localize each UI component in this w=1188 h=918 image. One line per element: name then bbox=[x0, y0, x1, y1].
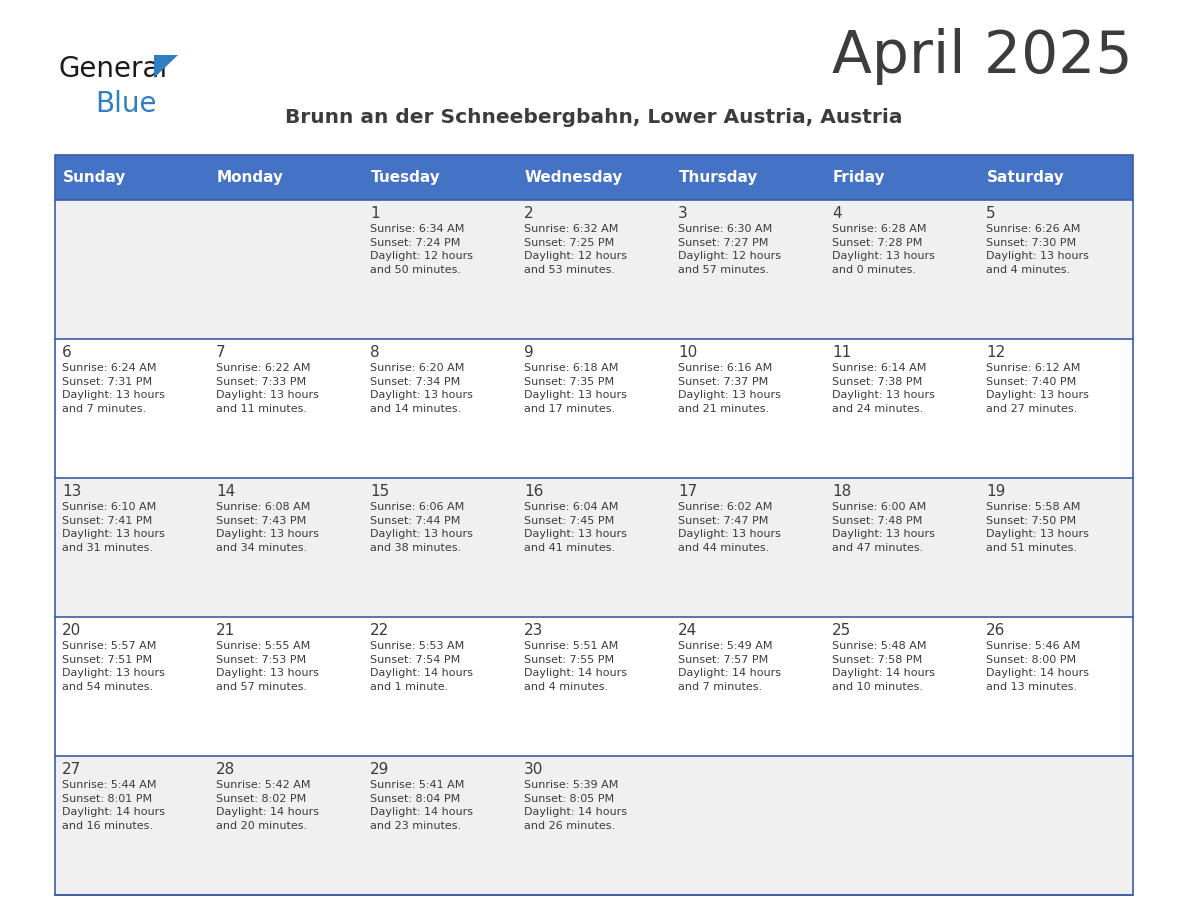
Bar bbox=[55, 339, 1133, 478]
Text: Sunrise: 5:48 AM
Sunset: 7:58 PM
Daylight: 14 hours
and 10 minutes.: Sunrise: 5:48 AM Sunset: 7:58 PM Dayligh… bbox=[832, 641, 935, 692]
Text: Sunrise: 5:57 AM
Sunset: 7:51 PM
Daylight: 13 hours
and 54 minutes.: Sunrise: 5:57 AM Sunset: 7:51 PM Dayligh… bbox=[62, 641, 165, 692]
Text: Sunrise: 6:06 AM
Sunset: 7:44 PM
Daylight: 13 hours
and 38 minutes.: Sunrise: 6:06 AM Sunset: 7:44 PM Dayligh… bbox=[369, 502, 473, 553]
Text: Sunrise: 5:49 AM
Sunset: 7:57 PM
Daylight: 14 hours
and 7 minutes.: Sunrise: 5:49 AM Sunset: 7:57 PM Dayligh… bbox=[678, 641, 781, 692]
Text: 10: 10 bbox=[678, 345, 697, 360]
Text: Sunrise: 5:42 AM
Sunset: 8:02 PM
Daylight: 14 hours
and 20 minutes.: Sunrise: 5:42 AM Sunset: 8:02 PM Dayligh… bbox=[216, 780, 320, 831]
Text: 25: 25 bbox=[832, 623, 852, 638]
Text: 20: 20 bbox=[62, 623, 81, 638]
Text: 3: 3 bbox=[678, 206, 688, 221]
Text: 29: 29 bbox=[369, 762, 390, 777]
Text: 16: 16 bbox=[524, 484, 543, 499]
Text: Friday: Friday bbox=[833, 170, 885, 185]
Text: Sunrise: 6:24 AM
Sunset: 7:31 PM
Daylight: 13 hours
and 7 minutes.: Sunrise: 6:24 AM Sunset: 7:31 PM Dayligh… bbox=[62, 363, 165, 414]
Text: 1: 1 bbox=[369, 206, 380, 221]
Text: Sunrise: 6:18 AM
Sunset: 7:35 PM
Daylight: 13 hours
and 17 minutes.: Sunrise: 6:18 AM Sunset: 7:35 PM Dayligh… bbox=[524, 363, 627, 414]
Bar bbox=[55, 756, 1133, 895]
Text: 11: 11 bbox=[832, 345, 852, 360]
Text: Sunrise: 5:46 AM
Sunset: 8:00 PM
Daylight: 14 hours
and 13 minutes.: Sunrise: 5:46 AM Sunset: 8:00 PM Dayligh… bbox=[986, 641, 1089, 692]
Bar bbox=[55, 200, 1133, 339]
Text: Blue: Blue bbox=[95, 90, 157, 118]
Text: 6: 6 bbox=[62, 345, 71, 360]
Text: Sunrise: 5:41 AM
Sunset: 8:04 PM
Daylight: 14 hours
and 23 minutes.: Sunrise: 5:41 AM Sunset: 8:04 PM Dayligh… bbox=[369, 780, 473, 831]
Text: Sunrise: 5:39 AM
Sunset: 8:05 PM
Daylight: 14 hours
and 26 minutes.: Sunrise: 5:39 AM Sunset: 8:05 PM Dayligh… bbox=[524, 780, 627, 831]
Text: Sunrise: 6:12 AM
Sunset: 7:40 PM
Daylight: 13 hours
and 27 minutes.: Sunrise: 6:12 AM Sunset: 7:40 PM Dayligh… bbox=[986, 363, 1089, 414]
Text: Sunrise: 5:53 AM
Sunset: 7:54 PM
Daylight: 14 hours
and 1 minute.: Sunrise: 5:53 AM Sunset: 7:54 PM Dayligh… bbox=[369, 641, 473, 692]
Text: 8: 8 bbox=[369, 345, 380, 360]
Text: Sunrise: 6:28 AM
Sunset: 7:28 PM
Daylight: 13 hours
and 0 minutes.: Sunrise: 6:28 AM Sunset: 7:28 PM Dayligh… bbox=[832, 224, 935, 274]
Text: Sunrise: 6:32 AM
Sunset: 7:25 PM
Daylight: 12 hours
and 53 minutes.: Sunrise: 6:32 AM Sunset: 7:25 PM Dayligh… bbox=[524, 224, 627, 274]
Text: April 2025: April 2025 bbox=[833, 28, 1133, 85]
Bar bbox=[55, 478, 1133, 617]
Text: 30: 30 bbox=[524, 762, 543, 777]
Text: Thursday: Thursday bbox=[680, 170, 758, 185]
Text: Brunn an der Schneebergbahn, Lower Austria, Austria: Brunn an der Schneebergbahn, Lower Austr… bbox=[285, 108, 903, 127]
Text: General: General bbox=[58, 55, 168, 83]
Text: 28: 28 bbox=[216, 762, 235, 777]
Text: 26: 26 bbox=[986, 623, 1005, 638]
Polygon shape bbox=[154, 55, 178, 78]
Text: 5: 5 bbox=[986, 206, 996, 221]
Text: Sunrise: 6:14 AM
Sunset: 7:38 PM
Daylight: 13 hours
and 24 minutes.: Sunrise: 6:14 AM Sunset: 7:38 PM Dayligh… bbox=[832, 363, 935, 414]
Text: Sunrise: 6:30 AM
Sunset: 7:27 PM
Daylight: 12 hours
and 57 minutes.: Sunrise: 6:30 AM Sunset: 7:27 PM Dayligh… bbox=[678, 224, 781, 274]
Text: Sunrise: 6:02 AM
Sunset: 7:47 PM
Daylight: 13 hours
and 44 minutes.: Sunrise: 6:02 AM Sunset: 7:47 PM Dayligh… bbox=[678, 502, 781, 553]
Text: Sunrise: 5:55 AM
Sunset: 7:53 PM
Daylight: 13 hours
and 57 minutes.: Sunrise: 5:55 AM Sunset: 7:53 PM Dayligh… bbox=[216, 641, 318, 692]
Text: 21: 21 bbox=[216, 623, 235, 638]
Text: 2: 2 bbox=[524, 206, 533, 221]
Text: Sunrise: 6:34 AM
Sunset: 7:24 PM
Daylight: 12 hours
and 50 minutes.: Sunrise: 6:34 AM Sunset: 7:24 PM Dayligh… bbox=[369, 224, 473, 274]
Text: 22: 22 bbox=[369, 623, 390, 638]
Text: Tuesday: Tuesday bbox=[371, 170, 441, 185]
Text: Sunrise: 5:44 AM
Sunset: 8:01 PM
Daylight: 14 hours
and 16 minutes.: Sunrise: 5:44 AM Sunset: 8:01 PM Dayligh… bbox=[62, 780, 165, 831]
Text: Sunrise: 5:58 AM
Sunset: 7:50 PM
Daylight: 13 hours
and 51 minutes.: Sunrise: 5:58 AM Sunset: 7:50 PM Dayligh… bbox=[986, 502, 1089, 553]
Text: 4: 4 bbox=[832, 206, 841, 221]
Text: 18: 18 bbox=[832, 484, 852, 499]
Text: 9: 9 bbox=[524, 345, 533, 360]
Text: Sunrise: 6:10 AM
Sunset: 7:41 PM
Daylight: 13 hours
and 31 minutes.: Sunrise: 6:10 AM Sunset: 7:41 PM Dayligh… bbox=[62, 502, 165, 553]
Bar bbox=[55, 155, 1133, 895]
Text: Sunrise: 6:20 AM
Sunset: 7:34 PM
Daylight: 13 hours
and 14 minutes.: Sunrise: 6:20 AM Sunset: 7:34 PM Dayligh… bbox=[369, 363, 473, 414]
Text: Sunrise: 6:04 AM
Sunset: 7:45 PM
Daylight: 13 hours
and 41 minutes.: Sunrise: 6:04 AM Sunset: 7:45 PM Dayligh… bbox=[524, 502, 627, 553]
Text: Sunrise: 6:00 AM
Sunset: 7:48 PM
Daylight: 13 hours
and 47 minutes.: Sunrise: 6:00 AM Sunset: 7:48 PM Dayligh… bbox=[832, 502, 935, 553]
Text: 13: 13 bbox=[62, 484, 81, 499]
Text: 15: 15 bbox=[369, 484, 390, 499]
Text: Sunrise: 6:08 AM
Sunset: 7:43 PM
Daylight: 13 hours
and 34 minutes.: Sunrise: 6:08 AM Sunset: 7:43 PM Dayligh… bbox=[216, 502, 318, 553]
Text: Monday: Monday bbox=[217, 170, 284, 185]
Text: 23: 23 bbox=[524, 623, 543, 638]
Text: 17: 17 bbox=[678, 484, 697, 499]
Bar bbox=[55, 155, 1133, 200]
Text: Saturday: Saturday bbox=[987, 170, 1064, 185]
Text: Sunrise: 5:51 AM
Sunset: 7:55 PM
Daylight: 14 hours
and 4 minutes.: Sunrise: 5:51 AM Sunset: 7:55 PM Dayligh… bbox=[524, 641, 627, 692]
Text: 14: 14 bbox=[216, 484, 235, 499]
Text: 12: 12 bbox=[986, 345, 1005, 360]
Text: Sunrise: 6:16 AM
Sunset: 7:37 PM
Daylight: 13 hours
and 21 minutes.: Sunrise: 6:16 AM Sunset: 7:37 PM Dayligh… bbox=[678, 363, 781, 414]
Text: 7: 7 bbox=[216, 345, 226, 360]
Text: 19: 19 bbox=[986, 484, 1005, 499]
Text: Sunrise: 6:26 AM
Sunset: 7:30 PM
Daylight: 13 hours
and 4 minutes.: Sunrise: 6:26 AM Sunset: 7:30 PM Dayligh… bbox=[986, 224, 1089, 274]
Text: Wednesday: Wednesday bbox=[525, 170, 624, 185]
Text: Sunday: Sunday bbox=[63, 170, 126, 185]
Text: Sunrise: 6:22 AM
Sunset: 7:33 PM
Daylight: 13 hours
and 11 minutes.: Sunrise: 6:22 AM Sunset: 7:33 PM Dayligh… bbox=[216, 363, 318, 414]
Text: 27: 27 bbox=[62, 762, 81, 777]
Text: 24: 24 bbox=[678, 623, 697, 638]
Bar bbox=[55, 617, 1133, 756]
